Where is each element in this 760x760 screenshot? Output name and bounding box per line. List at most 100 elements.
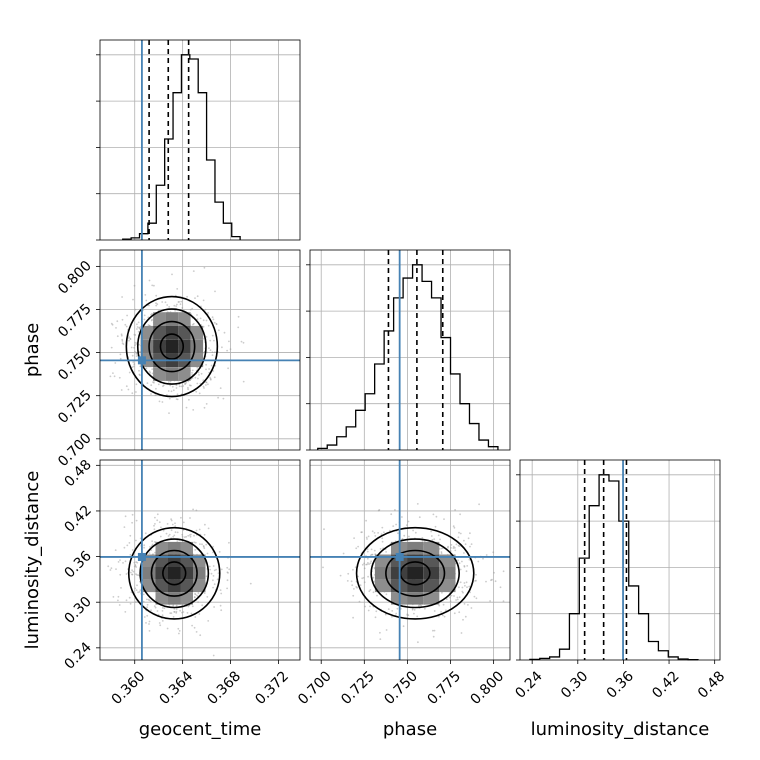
scatter-point: [138, 350, 141, 353]
scatter-point: [219, 387, 222, 389]
panel-frame: [519, 459, 721, 661]
scatter-point: [170, 519, 173, 522]
scatter-point: [204, 308, 207, 311]
scatter-point: [120, 389, 123, 391]
panel-frame: [99, 459, 301, 661]
scatter-point: [161, 401, 164, 403]
scatter-point: [367, 562, 369, 564]
scatter-point: [216, 578, 219, 581]
scatter-point: [135, 573, 137, 575]
scatter-point: [131, 521, 134, 524]
scatter-point: [188, 534, 191, 536]
scatter-point: [212, 654, 215, 657]
scatter-point: [135, 343, 138, 345]
scatter-point: [213, 339, 215, 342]
scatter-point: [380, 533, 383, 536]
scatter-point: [367, 609, 370, 612]
scatter-point: [109, 375, 112, 378]
scatter-point: [439, 538, 441, 541]
scatter-point: [175, 612, 178, 614]
scatter-point: [368, 590, 371, 593]
scatter-point: [115, 327, 117, 329]
scatter-point: [355, 547, 358, 550]
scatter-point: [136, 323, 138, 326]
scatter-point: [209, 339, 212, 342]
scatter-point: [205, 381, 208, 384]
scatter-point: [490, 579, 492, 582]
scatter-point: [478, 503, 480, 506]
scatter-point: [242, 341, 245, 344]
x-tick-label: 0.700: [295, 668, 335, 708]
y-axis-label-phase: phase: [22, 323, 43, 377]
scatter-point: [453, 612, 456, 615]
scatter-point: [226, 566, 229, 569]
scatter-point: [210, 364, 213, 367]
scatter-point: [125, 573, 128, 575]
contour-line: [148, 320, 196, 373]
scatter-point: [449, 550, 452, 552]
scatter-point: [162, 529, 165, 532]
scatter-point: [228, 568, 231, 571]
scatter-point: [207, 324, 210, 327]
scatter-point: [149, 371, 152, 374]
scatter-point: [162, 385, 164, 388]
scatter-point: [134, 344, 136, 347]
scatter-point: [452, 545, 455, 548]
scatter-point: [402, 625, 405, 628]
scatter-point: [346, 580, 349, 582]
scatter-point: [370, 548, 373, 551]
contour-line: [127, 526, 221, 620]
scatter-point: [132, 361, 135, 363]
scatter-point: [482, 557, 484, 560]
scatter-point: [167, 535, 170, 537]
scatter-point: [242, 380, 245, 383]
scatter-point: [191, 372, 193, 374]
scatter-point: [220, 568, 223, 571]
scatter-point: [207, 383, 209, 386]
scatter-point: [178, 385, 181, 388]
scatter-point: [146, 598, 148, 601]
scatter-point: [385, 551, 387, 553]
scatter-point: [189, 308, 192, 311]
scatter-point: [390, 513, 393, 516]
scatter-point: [201, 604, 204, 607]
scatter-point: [463, 565, 466, 568]
scatter-point: [464, 615, 467, 618]
scatter-point: [172, 389, 175, 392]
scatter-point: [489, 600, 491, 602]
density-cell: [180, 541, 193, 555]
scatter-point: [203, 387, 205, 389]
scatter-point: [323, 528, 325, 531]
scatter-point: [437, 534, 440, 537]
scatter-point: [124, 560, 127, 563]
density-cell: [178, 339, 191, 354]
scatter-point: [363, 581, 366, 584]
scatter-point: [212, 551, 214, 554]
scatter-point: [187, 386, 189, 389]
scatter-point: [433, 610, 436, 612]
scatter-point: [221, 346, 223, 349]
y-tick-label: 0.36: [61, 548, 94, 581]
scatter-point: [206, 351, 208, 354]
scatter-point: [194, 541, 197, 544]
scatter-point: [361, 577, 364, 580]
scatter-point: [148, 620, 151, 623]
scatter-point: [166, 523, 169, 525]
density-cell: [178, 367, 191, 381]
contour-line: [150, 549, 198, 597]
scatter-point: [214, 290, 216, 293]
scatter-point: [169, 380, 172, 383]
scatter-point: [174, 531, 177, 534]
scatter-point: [475, 597, 478, 600]
panel-content: [310, 460, 510, 660]
scatter-point: [249, 582, 252, 585]
scatter-point: [215, 323, 218, 326]
scatter-point: [138, 373, 141, 376]
scatter-point: [213, 569, 216, 572]
scatter-point: [452, 525, 455, 528]
scatter-point: [365, 563, 367, 566]
scatter-point: [408, 535, 410, 538]
scatter-point: [118, 376, 121, 379]
scatter-point: [502, 600, 505, 602]
scatter-point: [181, 611, 183, 614]
